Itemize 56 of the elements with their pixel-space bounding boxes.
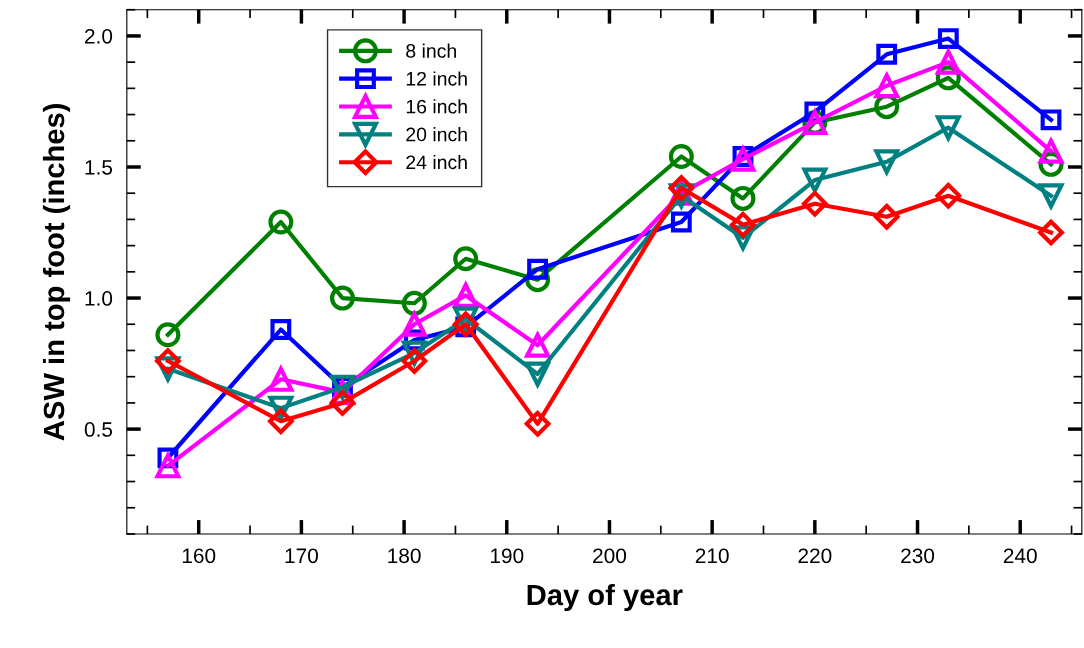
legend-label: 16 inch xyxy=(406,99,467,114)
y-tick-label: 2.0 xyxy=(85,28,113,44)
x-tick-label: 180 xyxy=(388,548,421,564)
x-tick-label: 160 xyxy=(182,548,216,564)
point xyxy=(155,348,181,374)
point xyxy=(730,211,756,238)
y-axis-title: ASW in top foot (inches) xyxy=(42,103,71,441)
legend-label: 24 inch xyxy=(406,154,467,170)
x-tick-label: 230 xyxy=(901,548,935,564)
x-tick-label: 190 xyxy=(490,548,524,564)
point xyxy=(730,185,756,211)
point xyxy=(401,290,427,316)
point xyxy=(876,43,898,65)
x-tick-label: 200 xyxy=(593,548,627,564)
point xyxy=(668,144,694,170)
point xyxy=(668,175,695,201)
point xyxy=(801,190,828,217)
point xyxy=(934,47,961,75)
point xyxy=(401,309,428,337)
point xyxy=(729,144,757,172)
point xyxy=(270,319,292,340)
point xyxy=(524,410,551,437)
point xyxy=(329,390,356,416)
x-tick-label: 210 xyxy=(695,548,729,564)
legend-label: 8 inch xyxy=(406,43,456,58)
point xyxy=(523,330,551,358)
point xyxy=(873,203,900,230)
x-tick-label: 220 xyxy=(798,548,832,564)
y-tick-label: 1.0 xyxy=(85,291,113,306)
point xyxy=(452,280,480,308)
y-tick-label: 1.5 xyxy=(85,160,113,175)
point xyxy=(935,182,962,209)
point xyxy=(453,246,479,272)
point xyxy=(267,408,294,435)
point xyxy=(452,311,479,338)
point xyxy=(1037,136,1065,164)
point xyxy=(1038,219,1064,246)
point xyxy=(268,209,294,235)
point xyxy=(268,364,295,392)
x-axis-title: Day of year xyxy=(527,583,683,612)
point xyxy=(527,258,549,280)
point xyxy=(401,348,428,374)
legend-label: 20 inch xyxy=(406,127,467,142)
point xyxy=(1040,109,1062,131)
point xyxy=(329,285,355,311)
point xyxy=(670,211,692,233)
point xyxy=(934,115,962,143)
point xyxy=(1037,183,1065,211)
y-tick-label: 0.5 xyxy=(84,422,113,437)
x-tick-label: 240 xyxy=(1003,548,1037,564)
point xyxy=(873,149,901,177)
x-tick-label: 170 xyxy=(285,548,318,564)
legend-label: 12 inch xyxy=(406,71,467,86)
point xyxy=(155,322,181,348)
point xyxy=(937,28,959,49)
point xyxy=(802,167,828,193)
